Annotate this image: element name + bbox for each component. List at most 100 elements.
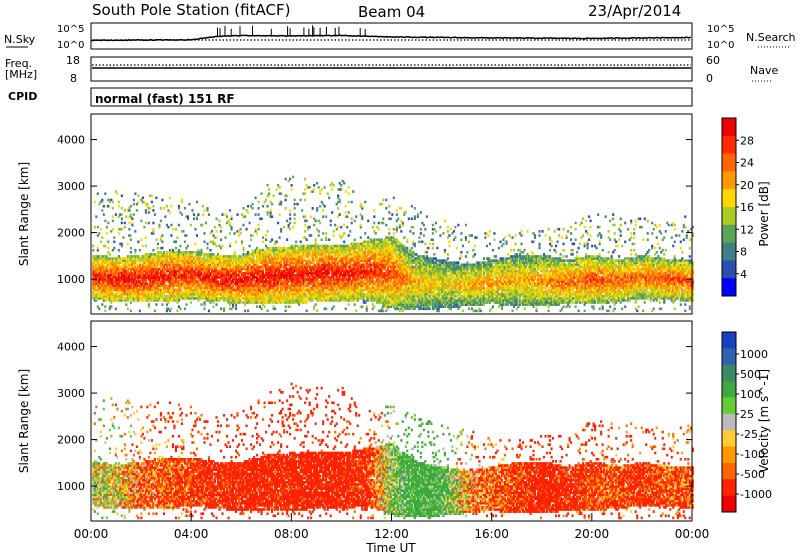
- power-cell: [245, 269, 248, 273]
- power-cell: [144, 263, 147, 267]
- power-cell: [237, 301, 241, 304]
- power-cell: [197, 248, 200, 252]
- power-cell: [289, 209, 292, 212]
- power-cell: [189, 292, 193, 296]
- power-cell: [359, 223, 362, 227]
- power-cell: [207, 253, 211, 256]
- power-cell: [207, 274, 211, 277]
- power-cell: [102, 204, 105, 208]
- power-cell: [215, 263, 218, 267]
- power-cell: [110, 263, 113, 267]
- power-cell: [123, 290, 126, 294]
- power-cell: [155, 288, 158, 292]
- power-cell: [219, 225, 223, 229]
- power-cell: [170, 269, 173, 273]
- power-cell: [305, 309, 308, 313]
- power-cell: [174, 253, 177, 256]
- power-cell: [216, 284, 220, 288]
- power-cell: [237, 299, 241, 302]
- power-cell: [228, 271, 232, 275]
- power-cell: [182, 282, 185, 285]
- power-cell: [117, 294, 120, 298]
- power-cell: [234, 294, 238, 298]
- power-cell: [131, 288, 134, 292]
- power-cell: [122, 263, 125, 267]
- power-cell: [195, 257, 199, 260]
- power-cell: [95, 288, 98, 292]
- power-cell: [167, 294, 170, 298]
- power-cell: [192, 294, 196, 298]
- power-cell: [215, 271, 218, 275]
- power-cell: [158, 271, 161, 275]
- power-cell: [164, 290, 167, 294]
- power-cell: [198, 271, 202, 275]
- power-cell: [146, 259, 149, 262]
- power-cell: [198, 288, 202, 292]
- power-cell: [129, 263, 132, 267]
- power-cell: [263, 286, 266, 290]
- power-cell: [155, 276, 158, 279]
- power-cell: [212, 261, 215, 265]
- power-cell: [146, 292, 149, 296]
- power-cell: [242, 246, 245, 250]
- power-cell: [108, 253, 111, 256]
- power-cell: [260, 301, 263, 304]
- power-cell: [197, 253, 200, 256]
- power-cell: [93, 294, 96, 298]
- nave-tick-top: 60: [706, 54, 720, 67]
- power-cell: [123, 299, 126, 302]
- power-cell: [278, 213, 281, 216]
- power-cell: [140, 286, 143, 290]
- power-cell: [132, 294, 135, 298]
- power-cell: [268, 192, 271, 195]
- power-cell: [138, 288, 141, 292]
- power-cell: [167, 259, 170, 262]
- power-cell: [156, 280, 159, 283]
- power-cell: [96, 278, 99, 281]
- power-cell: [224, 286, 227, 290]
- power-cell: [168, 286, 171, 290]
- power-cell: [185, 288, 188, 292]
- power-cell: [218, 219, 221, 223]
- power-cell: [152, 294, 155, 298]
- power-cell: [140, 198, 143, 202]
- power-cell: [93, 286, 96, 290]
- power-cell: [150, 232, 153, 235]
- power-cell: [227, 278, 230, 281]
- power-cell: [147, 292, 150, 296]
- power-cell: [192, 292, 196, 296]
- power-cell: [132, 198, 135, 202]
- power-cell: [185, 267, 188, 271]
- power-cell: [93, 261, 96, 265]
- power-cell: [253, 284, 256, 288]
- power-cell: [218, 244, 221, 248]
- power-cell: [212, 271, 215, 275]
- power-cell: [206, 284, 209, 288]
- power-cell: [221, 278, 224, 281]
- power-cell: [92, 280, 95, 283]
- power-cell: [231, 263, 235, 267]
- power-cell: [212, 274, 215, 277]
- power-cell: [240, 282, 244, 285]
- power-cell: [147, 263, 150, 267]
- power-cell: [170, 267, 173, 271]
- power-cell: [286, 219, 289, 223]
- power-cell: [108, 294, 111, 298]
- power-cell: [143, 274, 146, 277]
- power-cell: [111, 207, 114, 210]
- power-cell: [230, 265, 233, 269]
- power-cell: [153, 213, 156, 216]
- power-cell: [240, 259, 244, 262]
- power-cell: [137, 240, 140, 244]
- power-cell: [228, 301, 232, 304]
- power-cell: [122, 290, 125, 294]
- power-cell: [128, 255, 131, 258]
- power-cell: [221, 286, 224, 290]
- power-cell: [230, 261, 233, 265]
- power-cell: [230, 280, 233, 283]
- power-cell: [105, 274, 108, 277]
- power-cell: [171, 263, 174, 267]
- power-cell: [233, 269, 236, 273]
- power-cell: [182, 274, 185, 277]
- power-cell: [189, 255, 193, 258]
